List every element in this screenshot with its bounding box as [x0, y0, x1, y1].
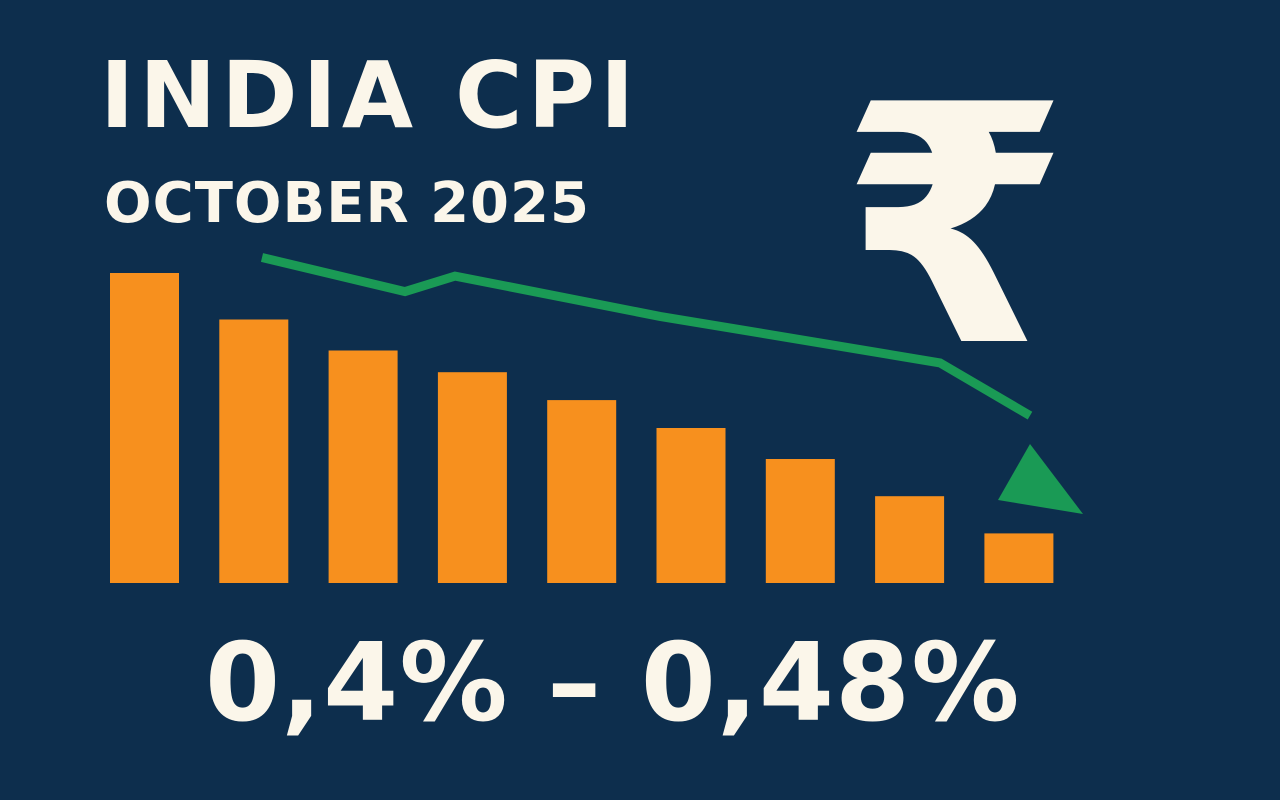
- bar-4: [437, 372, 507, 583]
- bar-5: [547, 400, 617, 583]
- bar-3: [328, 350, 398, 583]
- bar-8: [875, 496, 945, 583]
- rupee-icon: ₹: [840, 35, 1070, 419]
- bar-9: [984, 533, 1054, 583]
- bar-7: [765, 459, 835, 583]
- bars-group: [110, 273, 1054, 583]
- bar-1: [110, 273, 179, 583]
- bar-6: [656, 428, 726, 583]
- trend-line: [260, 253, 1033, 420]
- trend-line-group: [260, 253, 1083, 514]
- cpi-range-label: 0,4% – 0,48%: [205, 621, 1021, 746]
- trend-arrowhead-icon: [998, 444, 1083, 514]
- chart-subtitle: OCTOBER 2025: [104, 171, 590, 236]
- chart-title: INDIA CPI: [100, 42, 640, 149]
- bar-2: [219, 319, 289, 583]
